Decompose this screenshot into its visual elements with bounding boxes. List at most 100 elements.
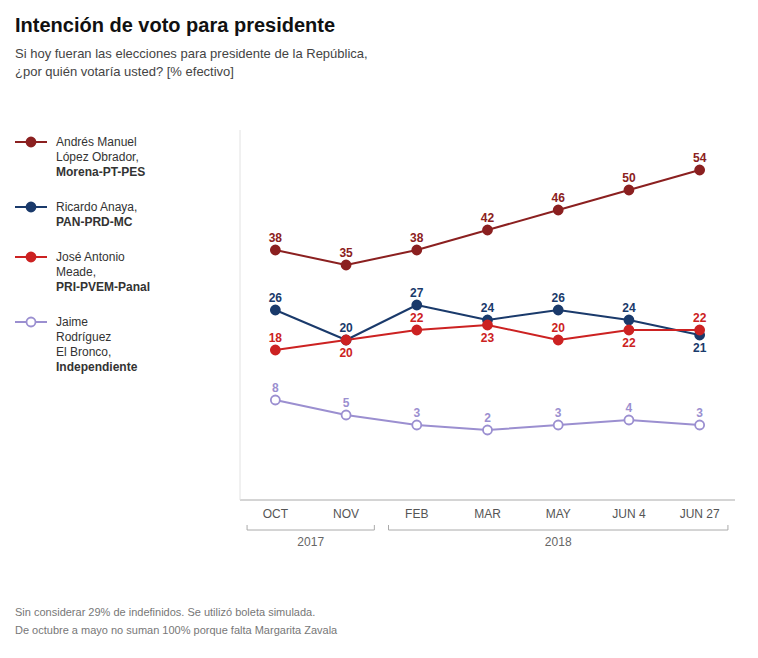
y-range-line xyxy=(240,130,241,500)
point xyxy=(554,421,563,430)
point xyxy=(695,421,704,430)
legend-label-line: Meade, xyxy=(56,265,96,279)
data-label: 38 xyxy=(410,231,424,245)
legend-label-line: Morena-PT-PES xyxy=(56,165,145,179)
data-label: 50 xyxy=(622,171,636,185)
data-label: 21 xyxy=(693,341,707,355)
plot-area xyxy=(271,166,704,435)
legend-label: Ricardo Anaya,PAN-PRD-MC xyxy=(56,200,137,229)
year-bracket xyxy=(389,525,728,530)
point xyxy=(271,346,280,355)
point xyxy=(483,226,492,235)
data-label: 22 xyxy=(622,336,636,350)
x-tick-label: NOV xyxy=(333,507,359,521)
point xyxy=(412,246,421,255)
x-tick-label: JUN 4 xyxy=(612,507,646,521)
subtitle: Si hoy fueran las elecciones para presid… xyxy=(15,46,368,79)
point xyxy=(624,186,633,195)
footnote: Sin considerar 29% de indefinidos. Se ut… xyxy=(15,606,315,618)
data-label: 54 xyxy=(693,151,707,165)
legend-item: José AntonioMeade,PRI-PVEM-Panal xyxy=(15,250,150,294)
point xyxy=(624,316,633,325)
data-label: 20 xyxy=(552,321,566,335)
point xyxy=(695,166,704,175)
data-label: 35 xyxy=(339,246,353,260)
data-label: 38 xyxy=(269,231,283,245)
year-bracket xyxy=(247,525,374,530)
legend-label: José AntonioMeade,PRI-PVEM-Panal xyxy=(56,250,150,294)
legend-marker xyxy=(27,318,36,327)
chart: Intención de voto para presidente Si hoy … xyxy=(0,0,758,658)
data-label: 26 xyxy=(552,291,566,305)
data-label: 8 xyxy=(272,381,279,395)
point xyxy=(342,261,351,270)
data-label: 22 xyxy=(693,311,707,325)
x-tick-label: JUN 27 xyxy=(680,507,720,521)
point xyxy=(412,301,421,310)
data-label: 5 xyxy=(343,396,350,410)
point xyxy=(483,426,492,435)
data-label: 23 xyxy=(481,331,495,345)
x-tick-label: MAR xyxy=(474,507,501,521)
year-label: 2017 xyxy=(297,535,324,549)
data-label: 3 xyxy=(413,406,420,420)
data-label: 46 xyxy=(552,191,566,205)
legend-label-line: José Antonio xyxy=(56,250,125,264)
title: Intención de voto para presidente xyxy=(15,14,335,36)
series-line xyxy=(275,170,699,265)
data-label: 24 xyxy=(481,301,495,315)
data-label: 3 xyxy=(696,406,703,420)
data-label: 42 xyxy=(481,211,495,225)
legend-label-line: PAN-PRD-MC xyxy=(56,215,133,229)
point xyxy=(271,306,280,315)
data-labels: 3826188352020538272234224232462620350242… xyxy=(269,151,707,425)
legend-label-line: Andrés Manuel xyxy=(56,135,137,149)
x-tick-label: OCT xyxy=(263,507,289,521)
legend-label-line: Jaime xyxy=(56,315,88,329)
point xyxy=(271,396,280,405)
data-label: 3 xyxy=(555,406,562,420)
subtitle-line: Si hoy fueran las elecciones para presid… xyxy=(15,46,368,61)
data-label: 20 xyxy=(339,346,353,360)
point xyxy=(342,336,351,345)
legend-label-line: Independiente xyxy=(56,360,138,374)
data-label: 24 xyxy=(622,301,636,315)
point xyxy=(271,246,280,255)
legend-label-line: El Bronco, xyxy=(56,345,111,359)
data-label: 2 xyxy=(484,411,491,425)
legend-marker xyxy=(27,203,36,212)
point xyxy=(483,321,492,330)
subtitle-line: ¿por quién votaría usted? [% efectivo] xyxy=(15,64,234,79)
point xyxy=(554,336,563,345)
data-label: 18 xyxy=(269,331,283,345)
point xyxy=(554,206,563,215)
data-label: 27 xyxy=(410,286,424,300)
data-label: 22 xyxy=(410,311,424,325)
data-label: 26 xyxy=(269,291,283,305)
data-label: 4 xyxy=(626,401,633,415)
point xyxy=(624,416,633,425)
point xyxy=(554,306,563,315)
footnote: De octubre a mayo no suman 100% porque f… xyxy=(15,624,338,636)
year-label: 2018 xyxy=(545,535,572,549)
legend-marker xyxy=(27,253,36,262)
legend-label: JaimeRodríguezEl Bronco,Independiente xyxy=(56,315,138,374)
legend-label: Andrés ManuelLópez Obrador,Morena-PT-PES xyxy=(56,135,145,179)
point xyxy=(624,326,633,335)
legend-label-line: Ricardo Anaya, xyxy=(56,200,137,214)
x-tick-label: MAY xyxy=(546,507,571,521)
point xyxy=(342,336,351,345)
legend-item: Ricardo Anaya,PAN-PRD-MC xyxy=(15,200,137,229)
point xyxy=(412,326,421,335)
legend-label-line: López Obrador, xyxy=(56,150,139,164)
x-axis-line xyxy=(240,500,735,501)
legend-label-line: PRI-PVEM-Panal xyxy=(56,280,150,294)
legend-marker xyxy=(27,138,36,147)
point xyxy=(342,411,351,420)
legend-item: Andrés ManuelLópez Obrador,Morena-PT-PES xyxy=(15,135,145,179)
point xyxy=(695,326,704,335)
x-tick-label: FEB xyxy=(405,507,428,521)
legend-label-line: Rodríguez xyxy=(56,330,111,344)
legend-item: JaimeRodríguezEl Bronco,Independiente xyxy=(15,315,138,374)
data-label: 20 xyxy=(339,321,353,335)
